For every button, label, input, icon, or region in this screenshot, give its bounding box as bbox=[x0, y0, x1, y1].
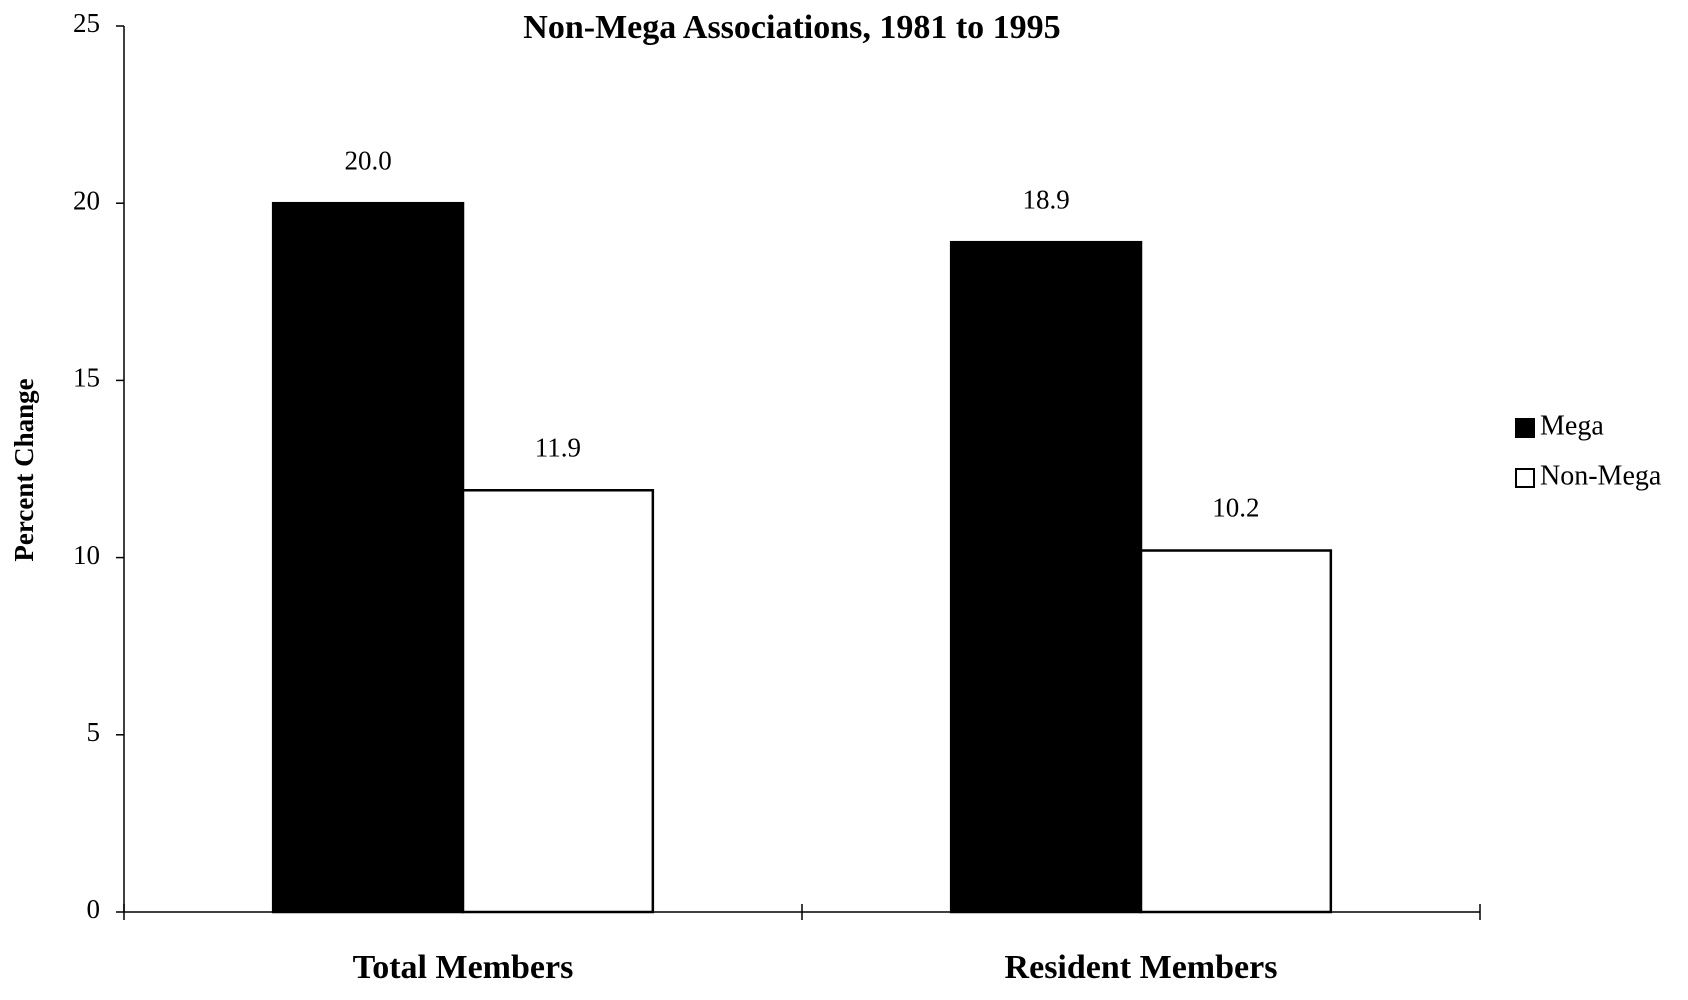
legend-swatch bbox=[1515, 418, 1535, 438]
bar bbox=[461, 489, 655, 914]
y-tick-label: 5 bbox=[87, 717, 101, 747]
bar bbox=[1139, 549, 1333, 914]
legend-label: Non-Mega bbox=[1540, 460, 1662, 491]
y-axis-label: Percent Change bbox=[9, 378, 39, 561]
y-tick-label: 10 bbox=[73, 540, 100, 570]
chart-title: Non-Mega Associations, 1981 to 1995 bbox=[523, 9, 1060, 46]
y-tick-label: 20 bbox=[73, 185, 100, 215]
bar bbox=[949, 240, 1143, 914]
bar bbox=[271, 201, 465, 914]
legend-swatch bbox=[1515, 468, 1535, 488]
value-label: 11.9 bbox=[535, 432, 581, 462]
legend-label: Mega bbox=[1540, 410, 1604, 441]
y-tick-label: 25 bbox=[73, 8, 100, 38]
y-tick-label: 15 bbox=[73, 363, 100, 393]
x-tick-label: Resident Members bbox=[1005, 949, 1278, 986]
value-label: 10.2 bbox=[1212, 493, 1259, 523]
x-tick-label: Total Members bbox=[353, 949, 574, 986]
value-label: 20.0 bbox=[344, 145, 391, 175]
y-tick-label: 0 bbox=[87, 894, 101, 924]
value-label: 18.9 bbox=[1022, 184, 1069, 214]
